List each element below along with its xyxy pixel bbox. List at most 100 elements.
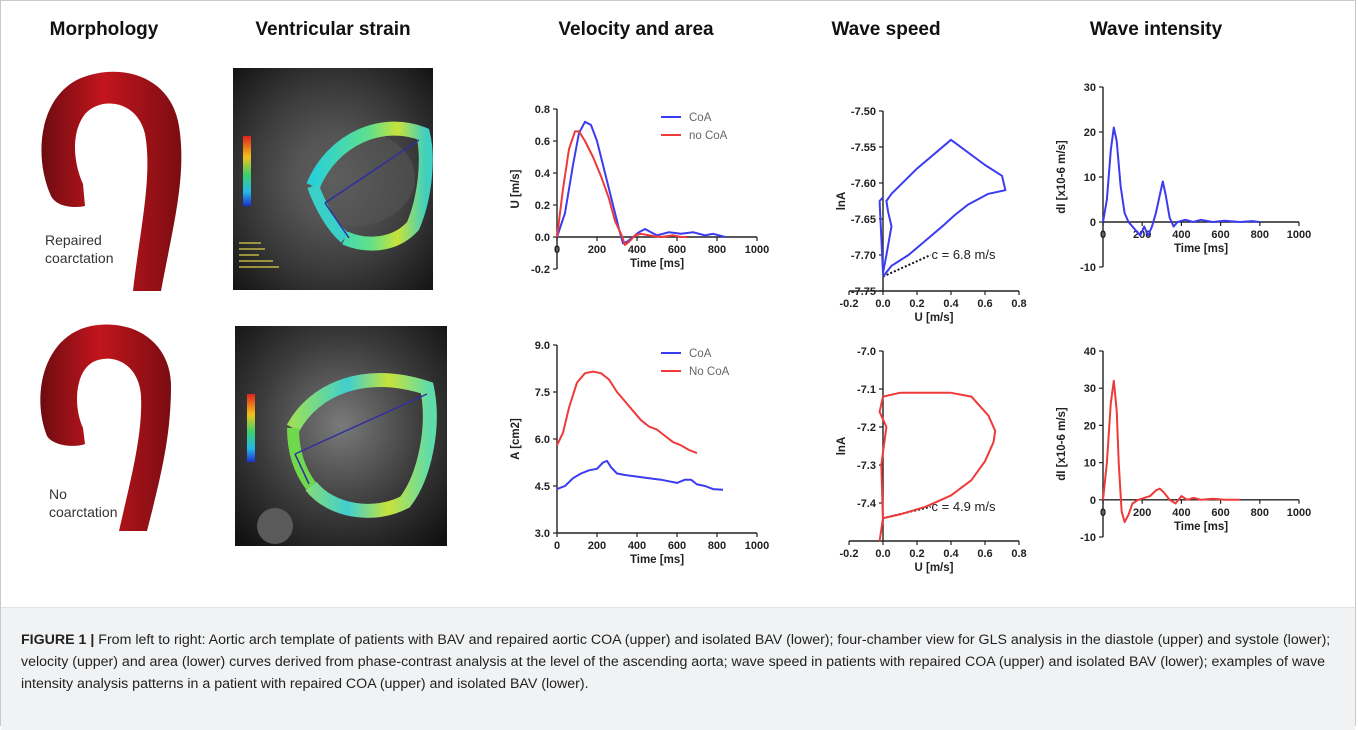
x-tick-label: 1000 xyxy=(745,540,769,552)
legend-label: CoA xyxy=(689,112,712,124)
x-tick-label: 0.0 xyxy=(875,298,890,310)
chart-wave-speed-upper: -0.2 0.0 0.2 0.4 0.6 0.8 -7.75 -7.70 -7.65 -7.60 -… xyxy=(836,106,1027,324)
y-tick-label: 40 xyxy=(1084,346,1096,358)
y-tick-label: 0 xyxy=(1090,495,1096,507)
y-tick-label: 30 xyxy=(1084,82,1096,94)
x-tick-label: 0.2 xyxy=(909,298,924,310)
x-tick-label: 0.4 xyxy=(943,548,959,560)
x-tick-label: 400 xyxy=(628,244,646,256)
column-title-strain: Ventricular strain xyxy=(255,19,411,40)
y-tick-label: -7.70 xyxy=(851,250,876,262)
y-tick-label: -7.50 xyxy=(851,106,876,118)
series-line-no-coa xyxy=(556,370,698,455)
morphology-label-lower-line2: coarctation xyxy=(49,504,118,520)
y-axis-label: A [cm2] xyxy=(510,418,522,460)
y-tick-label: 0 xyxy=(1090,217,1096,229)
column-title-wave-speed: Wave speed xyxy=(831,19,941,40)
x-axis-label: Time [ms] xyxy=(1174,521,1228,533)
y-tick-label: -10 xyxy=(1080,262,1096,274)
legend-label: CoA xyxy=(689,348,712,360)
morphology-label-lower-line1: No xyxy=(49,486,67,502)
x-axis-label: U [m/s] xyxy=(915,312,954,324)
legend-label: No CoA xyxy=(689,366,730,378)
strain-image-lower xyxy=(235,326,447,546)
x-axis-label: Time [ms] xyxy=(630,554,684,566)
column-title-morphology: Morphology xyxy=(49,19,159,40)
column-title-velocity: Velocity and area xyxy=(558,19,714,40)
y-tick-label: 7.5 xyxy=(535,387,550,399)
y-tick-label: 20 xyxy=(1084,127,1096,139)
y-axis-label: dI [x10-6 m/s] xyxy=(1056,407,1068,481)
x-tick-label: 0 xyxy=(554,540,560,552)
x-tick-label: -0.2 xyxy=(840,298,859,310)
y-tick-label: 9.0 xyxy=(535,340,550,352)
y-tick-label: -10 xyxy=(1080,532,1096,544)
y-tick-label: -7.4 xyxy=(857,498,877,510)
y-tick-label: 6.0 xyxy=(535,434,550,446)
x-tick-label: 200 xyxy=(1133,507,1151,519)
y-tick-label: -0.2 xyxy=(531,264,550,276)
y-tick-label: 30 xyxy=(1084,383,1096,395)
series-line xyxy=(878,138,1007,278)
caption-text: From left to right: Aortic arch template… xyxy=(21,632,1331,692)
morphology-label-upper: Repaired coarctation xyxy=(45,231,113,267)
series-line xyxy=(878,391,997,542)
morphology-label-upper-line1: Repaired xyxy=(45,232,102,248)
wave-speed-annotation: c = 6.8 m/s xyxy=(932,247,996,262)
x-tick-label: 0 xyxy=(554,244,560,256)
y-tick-label: -7.3 xyxy=(857,460,876,472)
y-tick-label: 10 xyxy=(1084,458,1096,470)
morphology-label-upper-line2: coarctation xyxy=(45,250,114,266)
x-tick-label: 0.4 xyxy=(943,298,959,310)
series-line xyxy=(1102,379,1241,524)
caption-background xyxy=(1,607,1355,730)
chart-wave-speed-lower: -0.2 0.0 0.2 0.4 0.6 0.8 -7.4 -7.3 -7.2 -7.1 -7.0 U… xyxy=(836,346,1027,574)
x-tick-label: -0.2 xyxy=(840,548,859,560)
fit-line xyxy=(882,254,932,278)
y-tick-label: 0.6 xyxy=(535,136,550,148)
chart-wave-intensity-lower: 0 200 400 600 800 1000 -10 0 10 20 30 40 Time [ms] dI… xyxy=(1056,346,1311,544)
y-tick-label: -7.75 xyxy=(851,286,876,298)
x-tick-label: 0.8 xyxy=(1011,298,1026,310)
y-tick-label: -7.1 xyxy=(857,384,876,396)
series-line-no-coa xyxy=(556,130,687,246)
x-tick-label: 1000 xyxy=(1287,229,1311,241)
y-tick-label: 20 xyxy=(1084,420,1096,432)
y-tick-label: -7.0 xyxy=(857,346,876,358)
column-title-wave-intensity: Wave intensity xyxy=(1089,19,1223,40)
x-tick-label: 400 xyxy=(1172,229,1190,241)
y-axis-label: dI [x10-6 m/s] xyxy=(1056,140,1068,214)
x-tick-label: 600 xyxy=(668,244,686,256)
x-tick-label: 600 xyxy=(1211,229,1229,241)
x-tick-label: 200 xyxy=(588,540,606,552)
x-tick-label: 400 xyxy=(1172,507,1190,519)
y-axis-label: lnA xyxy=(836,437,848,456)
y-tick-label: -7.60 xyxy=(851,178,876,190)
y-tick-label: 3.0 xyxy=(535,528,550,540)
x-tick-label: 0.6 xyxy=(977,548,992,560)
y-tick-label: 0.4 xyxy=(535,168,551,180)
aorta-model-lower xyxy=(40,324,171,531)
x-tick-label: 800 xyxy=(708,244,726,256)
series-line xyxy=(1102,126,1260,237)
x-axis-label: Time [ms] xyxy=(1174,243,1228,255)
x-tick-label: 1000 xyxy=(1287,507,1311,519)
y-tick-label: -7.55 xyxy=(851,142,876,154)
chart-area: 0 200 400 600 800 1000 3.0 4.5 6.0 7.5 9.0 Time [ms… xyxy=(510,340,769,566)
series-line-coa xyxy=(556,459,724,491)
y-tick-label: 0.0 xyxy=(535,232,550,244)
x-tick-label: 200 xyxy=(588,244,606,256)
x-tick-label: 0.8 xyxy=(1011,548,1026,560)
x-tick-label: 400 xyxy=(628,540,646,552)
x-tick-label: 800 xyxy=(1251,229,1269,241)
x-tick-label: 0 xyxy=(1100,229,1106,241)
figure-caption: FIGURE 1 | From left to right: Aortic ar… xyxy=(21,629,1339,695)
x-tick-label: 600 xyxy=(1211,507,1229,519)
y-tick-label: -7.2 xyxy=(857,422,876,434)
x-tick-label: 0.6 xyxy=(977,298,992,310)
y-axis-label: lnA xyxy=(836,192,848,211)
y-tick-label: 0.2 xyxy=(535,200,550,212)
x-tick-label: 0.0 xyxy=(875,548,890,560)
